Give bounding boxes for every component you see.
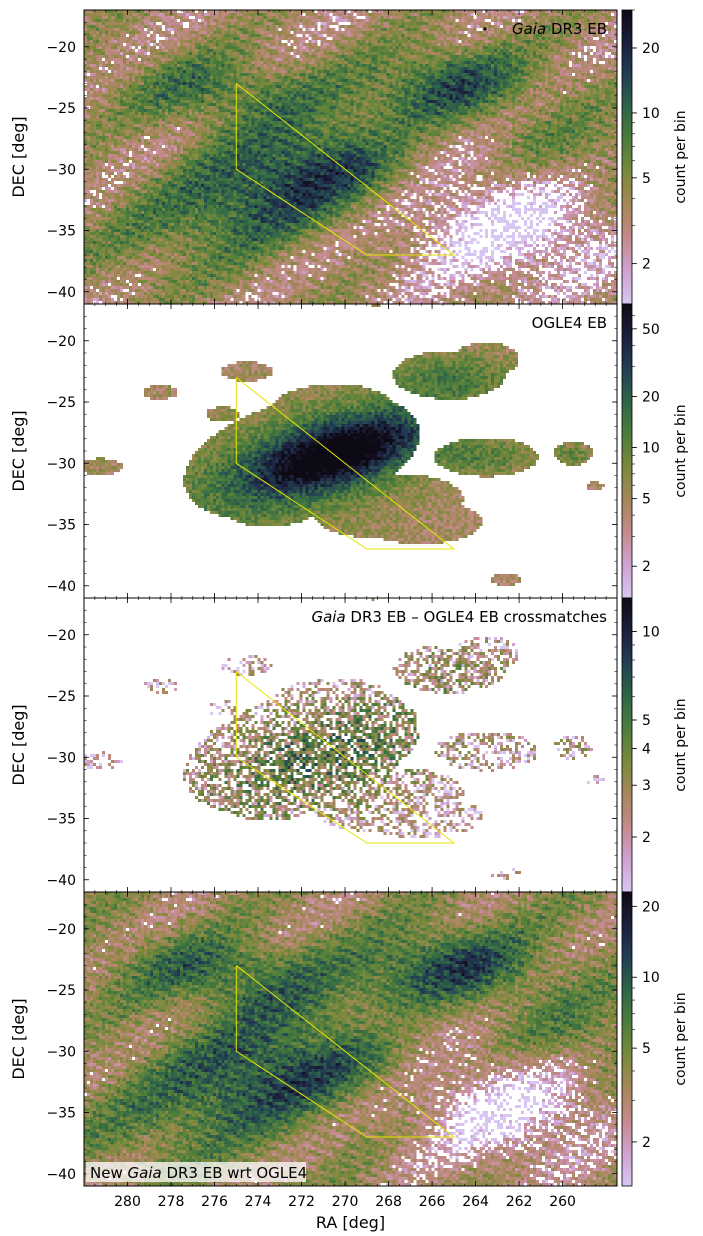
x-axis-label: RA [deg] — [316, 1213, 385, 1232]
x-tick-label: 268 — [375, 1194, 402, 1210]
footprint-polygon — [235, 965, 456, 1138]
panel-title: Gaia DR3 EB – OGLE4 EB crossmatches — [311, 608, 607, 626]
y-axis-label: DEC [deg] — [9, 998, 28, 1079]
heatmap-image — [84, 304, 617, 598]
footprint-polygon — [235, 671, 456, 844]
y-tick-label: −30 — [46, 750, 76, 766]
panel-title: Gaia DR3 EB — [512, 20, 607, 38]
colorbar-tick-label: 50 — [642, 322, 660, 338]
heatmap-image — [84, 598, 617, 892]
y-tick-label: −25 — [46, 983, 76, 999]
y-tick-label: −30 — [46, 1044, 76, 1060]
heatmap-image — [84, 10, 617, 304]
panel-title: New Gaia DR3 EB wrt OGLE4 — [90, 1164, 307, 1182]
x-tick-label: 272 — [288, 1194, 315, 1210]
y-tick-label: −35 — [46, 1106, 76, 1122]
footprint-polygon — [235, 83, 456, 256]
colorbar-tick-label: 10 — [642, 106, 660, 122]
y-tick-label: −40 — [46, 873, 76, 889]
y-tick-label: −40 — [46, 285, 76, 301]
x-tick-label: 260 — [549, 1194, 576, 1210]
colorbar-label: count per bin — [673, 698, 689, 791]
x-tick-label: 262 — [506, 1194, 533, 1210]
colorbar-tick-label: 3 — [642, 778, 651, 794]
y-tick-label: −25 — [46, 395, 76, 411]
y-tick-label: −20 — [46, 334, 76, 350]
colorbar-label: count per bin — [673, 404, 689, 497]
colorbar-tick-label: 5 — [642, 492, 651, 508]
colorbar-tick-label: 4 — [642, 741, 651, 757]
colorbar — [621, 891, 633, 1187]
colorbar-tick-label: 10 — [642, 970, 660, 986]
y-tick-label: −20 — [46, 922, 76, 938]
y-tick-label: −35 — [46, 812, 76, 828]
colorbar-tick-label: 2 — [642, 1135, 651, 1151]
colorbar-tick-label: 20 — [642, 899, 660, 915]
legend-marker — [483, 27, 487, 31]
y-tick-label: −40 — [46, 579, 76, 595]
y-tick-label: −20 — [46, 628, 76, 644]
colorbar-label: count per bin — [673, 110, 689, 203]
colorbar-tick-label: 2 — [642, 257, 651, 273]
colorbar-tick-label: 5 — [642, 171, 651, 187]
colorbar-tick-label: 20 — [642, 389, 660, 405]
x-tick-label: 274 — [245, 1194, 272, 1210]
colorbar-tick-label: 5 — [642, 713, 651, 729]
y-tick-label: −35 — [46, 224, 76, 240]
panel-4: −20 −25 −30 −35 −40 280 278 276 274 272 270 268 266 2… — [9, 891, 689, 1232]
colorbar-tick-label: 2 — [642, 559, 651, 575]
colorbar-tick-label: 10 — [642, 441, 660, 457]
y-tick-label: −25 — [46, 101, 76, 117]
x-tick-label: 264 — [462, 1194, 489, 1210]
panel-1: −20 −25 −30 −35 −40 DEC [deg] Gaia DR3 EB 2 5 10 2… — [9, 9, 689, 305]
colorbar — [621, 9, 633, 305]
y-axis-label: DEC [deg] — [9, 116, 28, 197]
x-tick-label: 278 — [158, 1194, 185, 1210]
x-tick-label: 266 — [419, 1194, 446, 1210]
colorbar — [621, 303, 633, 599]
y-tick-label: −20 — [46, 40, 76, 56]
y-axis-label: DEC [deg] — [9, 704, 28, 785]
y-tick-label: −35 — [46, 518, 76, 534]
panel-3: −20 −25 −30 −35 −40 DEC [deg] Gaia DR3 EB – OG… — [9, 597, 689, 893]
colorbar-label: count per bin — [673, 992, 689, 1085]
colorbar-tick-label: 5 — [642, 1041, 651, 1057]
y-tick-label: −30 — [46, 456, 76, 472]
y-axis-label: DEC [deg] — [9, 410, 28, 491]
heatmap-image — [84, 892, 617, 1186]
y-tick-label: −25 — [46, 689, 76, 705]
y-tick-label: −40 — [46, 1167, 76, 1183]
x-tick-label: 280 — [114, 1194, 141, 1210]
x-tick-label: 270 — [332, 1194, 359, 1210]
footprint-polygon — [235, 377, 456, 550]
y-tick-label: −30 — [46, 162, 76, 178]
colorbar-tick-label: 10 — [642, 624, 660, 640]
x-tick-label: 276 — [201, 1194, 228, 1210]
colorbar — [621, 597, 633, 893]
colorbar-tick-label: 20 — [642, 41, 660, 57]
panel-title: OGLE4 EB — [532, 314, 607, 332]
colorbar-tick-label: 2 — [642, 830, 651, 846]
panel-2: −20 −25 −30 −35 −40 DEC [deg] OGLE4 EB 2 5 10 20 50… — [9, 303, 689, 599]
